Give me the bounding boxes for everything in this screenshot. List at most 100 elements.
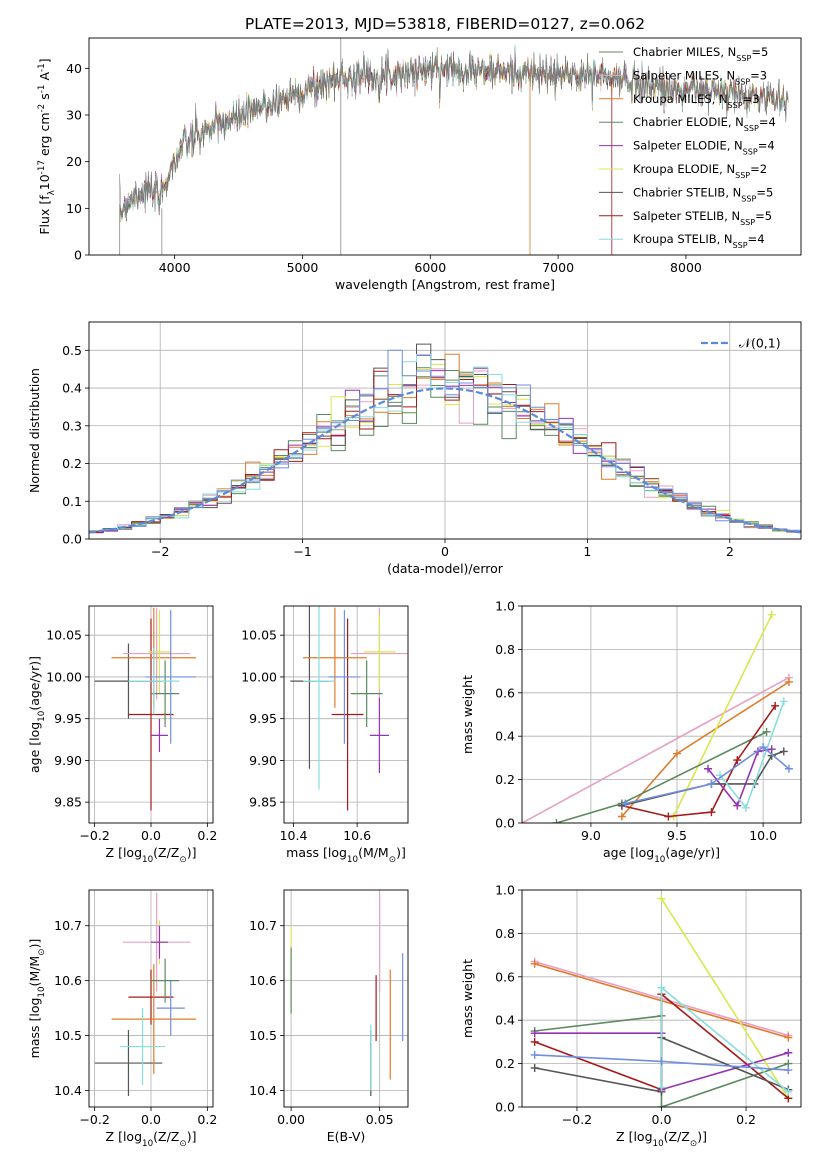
y-axis-label: mass weight	[460, 959, 475, 1038]
legend-entry: Chabrier MILES, NSSP=5	[633, 45, 768, 63]
histogram-9	[89, 349, 801, 532]
y-tick-label: 10.6	[249, 973, 277, 988]
weight-marker	[530, 1037, 539, 1046]
weight-marker	[741, 803, 750, 812]
y-tick-label: 10.4	[249, 1083, 277, 1098]
weight-marker	[733, 801, 742, 810]
weight-marker	[733, 756, 742, 765]
x-tick-label: 10.6	[343, 828, 371, 843]
panel-mass-vs-Z: −0.2 0.0 0.2 10.4 10.5 10.6 10.7 Z [log10(Z/Z⊙)…	[27, 889, 217, 1149]
panel-age-vs-Z: −0.2 0.0 0.2 9.85 9.90 9.95 10.00 10.05 Z [log10…	[27, 605, 217, 865]
y-tick-label: 10.6	[54, 973, 82, 988]
legend-entry: Chabrier STELIB, NSSP=5	[633, 185, 773, 203]
panel-mass-vs-EBV: 0.00 0.05 10.4 10.5 10.6 10.7 E(B-V)	[249, 889, 409, 1144]
errorbar-point-6	[350, 660, 383, 728]
x-tick-label: 5000	[287, 260, 319, 275]
x-axis-label: (data-model)/error	[387, 561, 504, 576]
x-tick-label: 0	[441, 544, 449, 559]
legend-entry: Salpeter STELIB, NSSP=5	[633, 209, 772, 227]
panel-age-vs-mass: 10.4 10.6 9.85 9.90 9.95 10.00 10.05 mass [log1…	[241, 605, 409, 865]
errorbar-point-1	[331, 618, 364, 811]
weight-marker	[784, 1048, 793, 1057]
x-tick-label: 9.5	[667, 828, 687, 843]
axes-frame	[88, 889, 214, 1108]
x-tick-label: −0.2	[79, 1112, 109, 1127]
x-tick-label: 0.0	[652, 1112, 672, 1127]
y-tick-label: 9.90	[249, 753, 277, 768]
errorbar-point-6	[151, 958, 180, 1003]
plot-area	[119, 38, 789, 255]
weight-series-6	[621, 750, 785, 807]
y-tick-label: 10.05	[46, 628, 82, 643]
x-tick-label: 2	[726, 544, 734, 559]
errorbar-point-3	[122, 607, 191, 700]
errorbar-point-1	[128, 969, 174, 1025]
y-tick-label: 20	[66, 154, 82, 169]
y-tick-label: 9.85	[249, 795, 277, 810]
y-tick-label: 10.7	[249, 918, 277, 933]
weight-marker	[530, 1029, 539, 1038]
plot-area	[530, 894, 793, 1107]
y-tick-label: 10.5	[249, 1028, 277, 1043]
x-tick-label: 0.0	[141, 1112, 161, 1127]
errorbar-point-7	[156, 980, 185, 1036]
y-tick-label: 10.00	[241, 669, 277, 684]
panel-weight-vs-Z: −0.2 0.0 0.2 0.0 0.2 0.4 0.6 0.8 1.0 Z [log10(Z/Z…	[460, 883, 802, 1149]
y-tick-label: 0.0	[62, 532, 82, 547]
errorbar-point-2	[303, 607, 367, 708]
plot-area	[290, 606, 408, 811]
weight-series-1	[621, 681, 790, 818]
x-axis-label: age [log10(age/yr)]	[603, 845, 720, 865]
axes-frame	[283, 605, 409, 824]
errorbar-point-5	[151, 925, 168, 959]
x-tick-label: 0.00	[277, 1112, 305, 1127]
legend-entry: Chabrier ELODIE, NSSP=4	[633, 115, 776, 133]
weight-marker	[784, 1066, 793, 1075]
errorbar-point-0	[94, 1030, 163, 1097]
y-tick-label: 0.0	[495, 816, 515, 831]
legend-entry: Salpeter ELODIE, NSSP=4	[633, 139, 775, 157]
weight-marker	[784, 1033, 793, 1042]
y-tick-label: 30	[66, 108, 82, 123]
errorbar-point-5	[369, 697, 389, 773]
x-tick-label: 7000	[542, 260, 574, 275]
errorbar-point-7	[328, 610, 361, 744]
x-tick-label: 6000	[414, 260, 446, 275]
weight-marker	[762, 727, 771, 736]
weight-marker	[657, 1083, 666, 1092]
y-tick-label: 0.6	[495, 685, 515, 700]
errorbar-point-1	[128, 618, 174, 811]
axes-frame	[521, 605, 802, 824]
weight-marker	[779, 697, 788, 706]
weight-marker	[771, 701, 780, 710]
plot-area	[94, 892, 197, 1097]
x-axis-label: wavelength [Angstrom, rest frame]	[335, 277, 555, 292]
y-axis-label: Normed distribution	[27, 368, 42, 493]
errorbar-point-8	[303, 606, 335, 790]
weight-marker	[707, 779, 716, 788]
weight-marker	[552, 819, 561, 823]
x-tick-label: 0.2	[197, 1112, 217, 1127]
weight-marker	[779, 747, 788, 756]
y-tick-label: 0.2	[495, 772, 515, 787]
y-tick-label: 0.8	[495, 642, 515, 657]
weight-marker	[759, 743, 768, 752]
x-tick-label: 0.0	[141, 828, 161, 843]
weight-series-0	[522, 676, 790, 823]
spectrum-observed-line	[119, 47, 789, 218]
errorbar-point-6	[151, 660, 180, 728]
x-tick-label: −2	[151, 544, 169, 559]
x-axis-label: E(B-V)	[327, 1129, 366, 1144]
legend-entry: Salpeter MILES, NSSP=3	[633, 68, 767, 86]
y-tick-label: 10.5	[54, 1028, 82, 1043]
y-tick-label: 0.3	[62, 418, 82, 433]
y-tick-label: 1.0	[495, 599, 515, 614]
weight-marker	[530, 959, 539, 968]
weight-marker	[530, 1050, 539, 1059]
gaussian-curve	[89, 387, 801, 534]
legend-entry: Kroupa STELIB, NSSP=4	[633, 232, 765, 250]
y-tick-label: 9.95	[54, 711, 82, 726]
errorbar-point-7	[145, 610, 197, 744]
panel-residuals: −2 −1 0 1 2 0.0 0.1 0.2 0.3 0.4 0.5 (data-model)/er…	[27, 321, 802, 576]
weight-marker	[784, 677, 793, 686]
